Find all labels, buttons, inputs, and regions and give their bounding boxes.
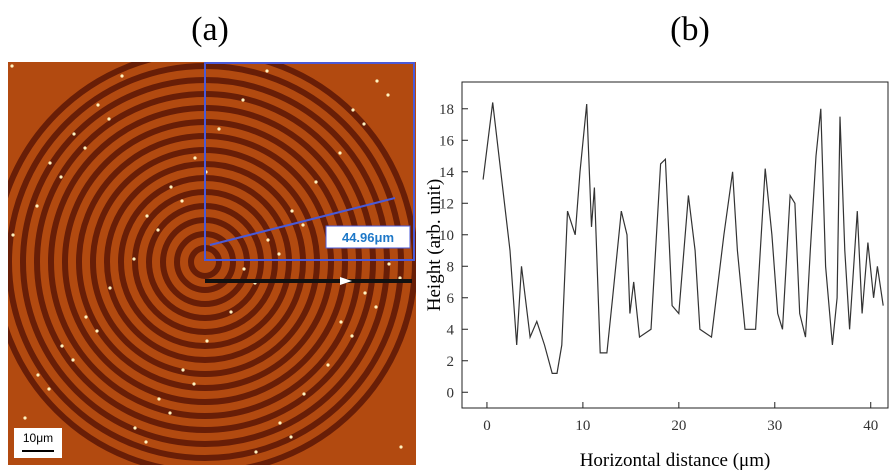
speck bbox=[205, 339, 209, 343]
x-tick-label: 20 bbox=[671, 418, 686, 434]
speck bbox=[192, 382, 196, 386]
speck bbox=[229, 310, 233, 314]
speck bbox=[339, 320, 343, 324]
speck bbox=[133, 426, 137, 430]
speck bbox=[386, 93, 390, 97]
speck bbox=[266, 238, 270, 242]
speck bbox=[157, 397, 161, 401]
speck bbox=[314, 180, 318, 184]
y-tick-label: 2 bbox=[447, 354, 455, 370]
speck bbox=[301, 223, 305, 227]
x-tick-label: 0 bbox=[483, 418, 491, 434]
y-tick-label: 12 bbox=[439, 196, 454, 212]
afm-image bbox=[8, 62, 416, 465]
speck bbox=[145, 214, 149, 218]
y-tick-label: 16 bbox=[439, 133, 455, 149]
speck bbox=[363, 291, 367, 295]
speck bbox=[144, 440, 148, 444]
y-tick-label: 18 bbox=[439, 102, 454, 118]
speck bbox=[326, 363, 330, 367]
speck bbox=[35, 204, 39, 208]
speck bbox=[120, 74, 124, 78]
speck bbox=[217, 127, 221, 131]
speck bbox=[48, 161, 52, 165]
speck bbox=[242, 267, 246, 271]
speck bbox=[398, 276, 402, 280]
speck bbox=[83, 146, 87, 150]
y-axis-label: Height (arb. unit) bbox=[424, 179, 445, 311]
speck bbox=[59, 175, 63, 179]
plot-frame bbox=[461, 81, 889, 409]
speck bbox=[277, 252, 281, 256]
speck bbox=[289, 435, 293, 439]
speck bbox=[96, 103, 100, 107]
speck bbox=[36, 373, 40, 377]
speck bbox=[10, 64, 14, 68]
y-tick-label: 0 bbox=[447, 385, 455, 401]
speck bbox=[387, 262, 391, 266]
speck bbox=[168, 411, 172, 415]
y-tick-label: 14 bbox=[439, 165, 455, 181]
y-tick-label: 6 bbox=[447, 291, 455, 307]
speck bbox=[47, 387, 51, 391]
speck bbox=[350, 334, 354, 338]
speck bbox=[84, 315, 88, 319]
speck bbox=[108, 286, 112, 290]
x-tick-label: 10 bbox=[575, 418, 590, 434]
speck bbox=[399, 445, 403, 449]
annotation: 44.96μm bbox=[342, 230, 394, 245]
annotation-box bbox=[325, 225, 411, 249]
speck bbox=[241, 98, 245, 102]
height-profile bbox=[482, 102, 884, 374]
radius-line bbox=[209, 197, 396, 246]
speck bbox=[169, 185, 173, 189]
speck bbox=[156, 228, 160, 232]
speck bbox=[302, 392, 306, 396]
speck bbox=[181, 368, 185, 372]
speck bbox=[362, 122, 366, 126]
x-tick-label: 40 bbox=[863, 418, 878, 434]
arrow-head bbox=[340, 277, 352, 285]
panel-label: (b) bbox=[670, 11, 710, 48]
y-tick-label: 10 bbox=[439, 228, 454, 244]
speck bbox=[23, 416, 27, 420]
speck bbox=[375, 79, 379, 83]
speck bbox=[254, 450, 258, 454]
speck bbox=[71, 358, 75, 362]
speck bbox=[351, 108, 355, 112]
speck bbox=[265, 69, 269, 73]
scale-bar-box bbox=[14, 428, 62, 458]
speck bbox=[193, 156, 197, 160]
speck bbox=[72, 132, 76, 136]
x-axis-label: Horizontal distance (μm) bbox=[580, 450, 771, 471]
speck bbox=[278, 421, 282, 425]
speck bbox=[95, 329, 99, 333]
speck bbox=[60, 344, 64, 348]
speck bbox=[132, 257, 136, 261]
x-tick-label: 30 bbox=[767, 418, 782, 434]
panel-label: (a) bbox=[191, 11, 229, 48]
speck bbox=[374, 305, 378, 309]
speck bbox=[338, 151, 342, 155]
y-tick-label: 4 bbox=[447, 322, 455, 338]
speck bbox=[290, 209, 294, 213]
roi-box bbox=[204, 62, 415, 261]
y-tick-label: 8 bbox=[447, 259, 455, 275]
scale-bar-label: 10μm bbox=[23, 431, 53, 445]
speck bbox=[11, 233, 15, 237]
speck bbox=[107, 117, 111, 121]
ring bbox=[8, 62, 416, 465]
speck bbox=[180, 199, 184, 203]
